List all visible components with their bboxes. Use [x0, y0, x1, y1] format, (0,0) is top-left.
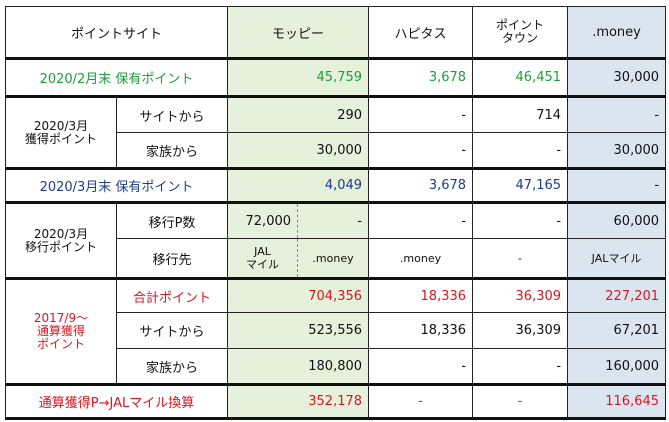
total-family-hapitas: -: [368, 348, 474, 385]
transfer-count-pointtown: -: [472, 201, 569, 239]
total-family-pointtown: -: [472, 348, 569, 385]
total-sum-label: 合計ポイント: [115, 277, 229, 313]
transfer-dest-money: JALマイル: [567, 238, 667, 279]
conversion-hapitas: -: [368, 383, 474, 420]
mar-site-hapitas: -: [368, 95, 474, 133]
mar-end-money: -: [567, 167, 667, 204]
header-site: ポイントサイト: [4, 6, 229, 59]
total-family-money: 160,000: [567, 348, 667, 385]
transfer-count-moppy-money: -: [297, 201, 370, 239]
mar-end-hapitas: 3,678: [368, 167, 474, 204]
mar-family-money: 30,000: [567, 132, 667, 169]
mar-transfer-count-label: 移行P数: [115, 201, 229, 239]
mar-transfer-count-row: 2020/3月 移行ポイント 移行P数 72,000 - - - 60,000: [5, 201, 667, 279]
total-sum-row: 2017/9〜 通算獲得 ポイント 合計ポイント 704,356 18,336 …: [5, 277, 667, 385]
mar-acquired-family-row: 家族から 30,000 - - 30,000: [6, 132, 667, 169]
total-sum-hapitas: 18,336: [368, 277, 474, 313]
mar-transfer-group: 2020/3月 移行ポイント: [5, 201, 117, 279]
total-sum-moppy: 704,356: [227, 277, 370, 313]
feb-balance-row: 2020/2月末 保有ポイント 45,759 3,678 46,451 30,0…: [4, 57, 667, 98]
mar-acquired-site-row: 2020/3月 獲得ポイント サイトから 290 - 714 -: [5, 95, 667, 169]
total-site-pointtown: 36,309: [472, 312, 569, 349]
mar-acquired-group: 2020/3月 獲得ポイント: [5, 95, 117, 169]
feb-pointtown: 46,451: [472, 57, 569, 98]
total-family-label: 家族から: [115, 348, 229, 385]
mar-acquired-site-label: サイトから: [115, 95, 229, 133]
transfer-dest-moppy-jal: JAL マイル: [227, 238, 299, 279]
total-family-row: 家族から 180,800 - - 160,000: [6, 348, 667, 385]
points-summary-table: ポイントサイト モッピー ハピタス ポイント タウン .money 2020/2…: [4, 6, 667, 420]
mar-transfer-dest-row: 移行先 JAL マイル .money .money - JALマイル: [6, 238, 667, 279]
mar-site-moppy: 290: [227, 95, 370, 133]
conversion-pointtown: -: [472, 383, 569, 420]
mar-balance-row: 2020/3月末 保有ポイント 4,049 3,678 47,165 -: [4, 167, 667, 204]
mar-site-pointtown: 714: [472, 95, 569, 133]
mar-family-pointtown: -: [472, 132, 569, 169]
feb-hapitas: 3,678: [368, 57, 474, 98]
total-site-hapitas: 18,336: [368, 312, 474, 349]
total-site-row: サイトから 523,556 18,336 36,309 67,201: [6, 312, 667, 349]
header-pointtown: ポイント タウン: [472, 6, 569, 59]
transfer-dest-moppy-money: .money: [297, 238, 370, 279]
mar-balance-label: 2020/3月末 保有ポイント: [4, 167, 229, 204]
mar-transfer-dest-label: 移行先: [115, 238, 229, 279]
feb-money: 30,000: [567, 57, 667, 98]
conversion-row: 通算獲得P→JALマイル換算 352,178 - - 116,645: [4, 383, 667, 420]
total-acquired-group: 2017/9〜 通算獲得 ポイント: [5, 277, 117, 385]
total-sum-pointtown: 36,309: [472, 277, 569, 313]
feb-moppy: 45,759: [227, 57, 370, 98]
transfer-count-hapitas: -: [368, 201, 474, 239]
total-site-moppy: 523,556: [227, 312, 370, 349]
mar-site-money: -: [567, 95, 667, 133]
transfer-dest-pointtown: -: [472, 238, 569, 279]
feb-balance-label: 2020/2月末 保有ポイント: [4, 57, 229, 98]
total-sum-money: 227,201: [567, 277, 667, 313]
header-row: ポイントサイト モッピー ハピタス ポイント タウン .money: [4, 6, 667, 59]
transfer-count-moppy-jal: 72,000: [227, 201, 299, 239]
mar-end-pointtown: 47,165: [472, 167, 569, 204]
total-family-moppy: 180,800: [227, 348, 370, 385]
header-money: .money: [567, 6, 667, 59]
mar-end-moppy: 4,049: [227, 167, 370, 204]
conversion-moppy: 352,178: [227, 383, 370, 420]
total-site-label: サイトから: [115, 312, 229, 349]
mar-family-hapitas: -: [368, 132, 474, 169]
transfer-count-money: 60,000: [567, 201, 667, 239]
transfer-dest-hapitas: .money: [368, 238, 474, 279]
total-site-money: 67,201: [567, 312, 667, 349]
conversion-label: 通算獲得P→JALマイル換算: [4, 383, 229, 420]
mar-family-moppy: 30,000: [227, 132, 370, 169]
header-moppy: モッピー: [227, 6, 370, 59]
conversion-money: 116,645: [567, 383, 667, 420]
mar-acquired-family-label: 家族から: [115, 132, 229, 169]
header-hapitas: ハピタス: [368, 6, 474, 59]
